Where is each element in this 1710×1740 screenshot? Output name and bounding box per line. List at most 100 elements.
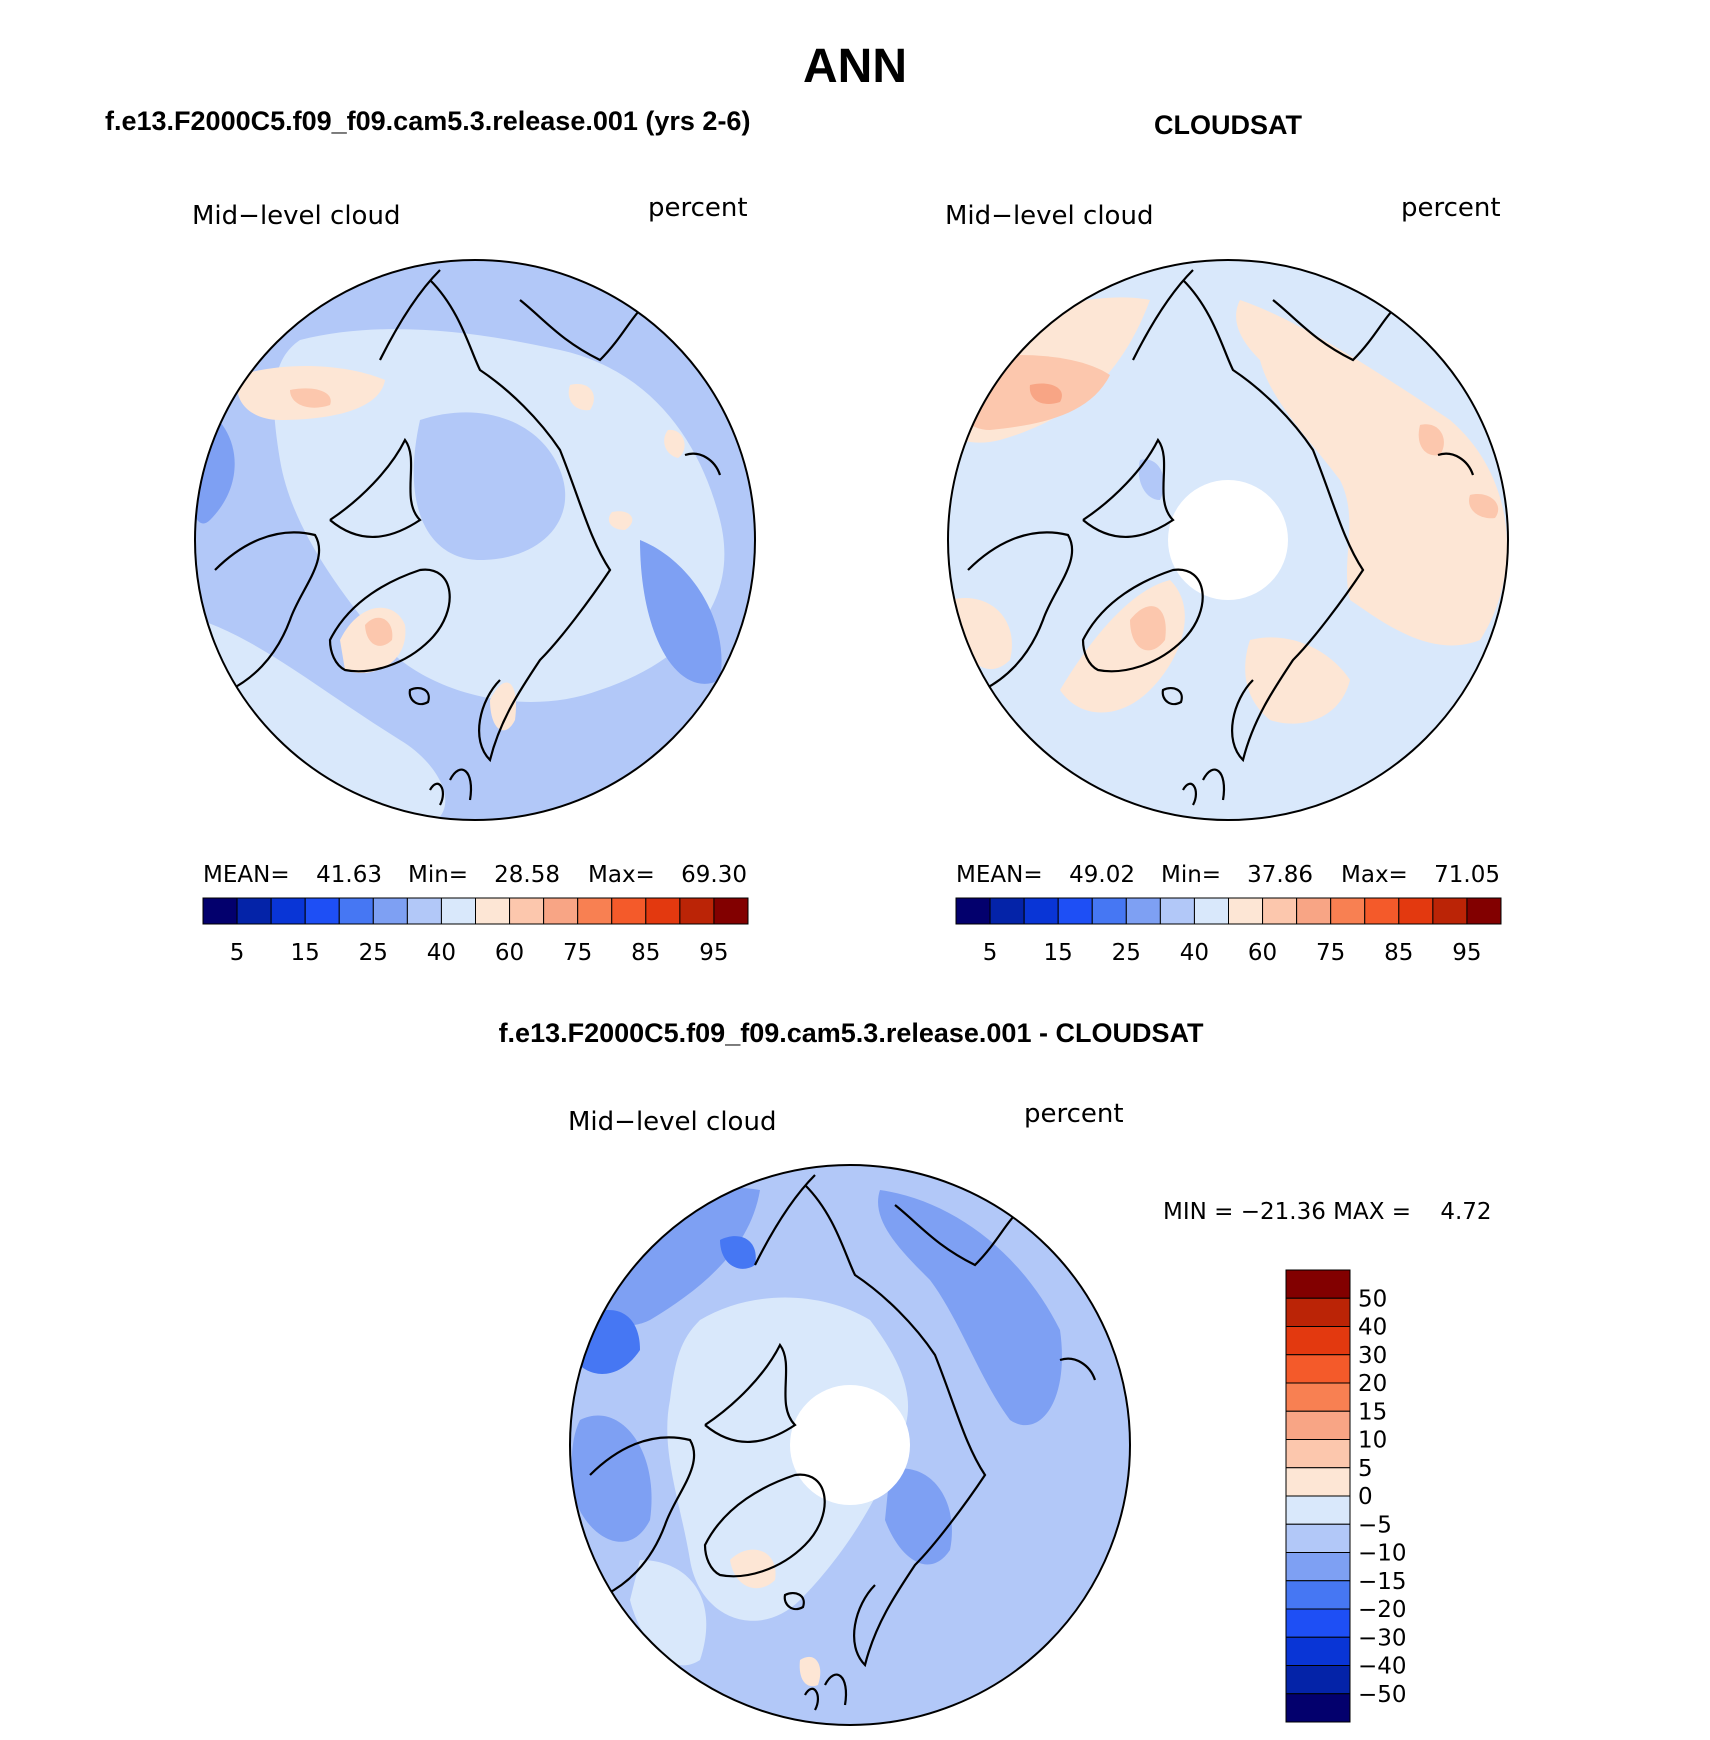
colorbar-swatch [1285, 1580, 1351, 1610]
colorbar-swatch [509, 897, 545, 925]
panel-model-title: f.e13.F2000C5.f09_f09.cam5.3.release.001… [105, 106, 750, 136]
colorbar-tick-label: 10 [1358, 1428, 1387, 1454]
colorbar-swatch [202, 897, 238, 925]
colorbar-swatch [1262, 897, 1298, 925]
coastline [1081, 568, 1204, 673]
map-field-contour [1236, 300, 1508, 646]
coastline [408, 686, 430, 706]
coastline [1272, 299, 1394, 362]
colorbar-tick-label: 95 [699, 940, 728, 966]
colorbar-model: 5 15 25 40 60 75 85 95 [202, 897, 749, 966]
stat-value: 69.30 [681, 862, 747, 888]
map-field-contour [200, 620, 446, 820]
missing-data-hole [1168, 480, 1288, 600]
panel-obs-title: CLOUDSAT [1154, 110, 1302, 140]
panel-diff-min-max: MIN = −21.36 MAX = 4.72 [1163, 1199, 1492, 1225]
panel-model: f.e13.F2000C5.f09_f09.cam5.3.release.001… [105, 106, 756, 966]
map-field-contour [1469, 494, 1499, 519]
colorbar-tick-label: 85 [631, 940, 660, 966]
panel-obs-map [948, 260, 1508, 820]
stat-value: 37.86 [1247, 862, 1313, 888]
stat-value: 41.63 [316, 862, 382, 888]
coastline [1437, 452, 1475, 476]
colorbar-swatch [679, 897, 715, 925]
coastline [329, 437, 422, 539]
coastline [704, 1342, 797, 1444]
map-field-contour [1138, 459, 1164, 500]
stat-label: Max= [588, 862, 655, 888]
colorbar-tick-label: 60 [495, 940, 524, 966]
missing-data-hole [790, 1385, 910, 1505]
coastline [1132, 269, 1365, 763]
coastline [1161, 686, 1183, 706]
colorbar-tick-label: 40 [427, 940, 456, 966]
colorbar-swatch [1023, 897, 1059, 925]
coastline [1059, 1357, 1097, 1381]
map-field-contour [365, 617, 393, 646]
stat-value: 49.02 [1069, 862, 1135, 888]
coastline [519, 299, 641, 362]
colorbar-tick-label: 20 [1358, 1371, 1387, 1397]
panel-model-stats: MEAN= 41.63 Min= 28.58 Max= 69.30 [203, 862, 747, 888]
map-field-contour [950, 598, 1012, 670]
map-field-contour [568, 384, 594, 411]
panel-diff-units: percent [1024, 1099, 1124, 1129]
colorbar-swatch [1285, 1467, 1351, 1497]
colorbar-tick-label: 85 [1384, 940, 1413, 966]
colorbar-tick-label: 95 [1452, 940, 1481, 966]
stat-label: MEAN= [203, 862, 290, 888]
colorbar-tick-label: 5 [1358, 1456, 1373, 1482]
colorbar-swatch [475, 897, 511, 925]
colorbar-obs: 5 15 25 40 60 75 85 95 [955, 897, 1502, 966]
panel-diff: f.e13.F2000C5.f09_f09.cam5.3.release.001… [499, 1018, 1492, 1726]
colorbar-swatch [440, 897, 476, 925]
colorbar-swatch [611, 897, 647, 925]
map-field-contour [885, 1468, 952, 1565]
colorbar-tick-label: 5 [230, 940, 245, 966]
colorbar-tick-label: 40 [1358, 1315, 1387, 1341]
colorbar-tick-label: 15 [291, 940, 320, 966]
colorbar-swatch [1285, 1410, 1351, 1440]
figure-title: ANN [803, 40, 907, 93]
map-field-contour [290, 388, 331, 408]
colorbar-swatch [713, 897, 749, 925]
map-field-contour [664, 429, 685, 458]
map-field-contour [608, 511, 633, 530]
colorbar-swatch [1296, 897, 1332, 925]
colorbar-swatch [989, 897, 1025, 925]
panel-model-variable: Mid−level cloud [192, 201, 400, 231]
colorbar-swatch [645, 897, 681, 925]
colorbar-swatch [406, 897, 442, 925]
colorbar-tick-label: −40 [1358, 1654, 1407, 1680]
colorbar-swatch [1285, 1495, 1351, 1525]
colorbar-tick-label: −50 [1358, 1682, 1407, 1708]
colorbar-tick-label: −10 [1358, 1541, 1407, 1567]
colorbar-swatch [1285, 1523, 1351, 1553]
panel-model-map [195, 260, 755, 820]
colorbar-tick-label: −30 [1358, 1625, 1407, 1651]
stat-label: Max= [1341, 862, 1408, 888]
colorbar-tick-label: 0 [1358, 1484, 1373, 1510]
colorbar-swatch [1125, 897, 1161, 925]
map-field-contour [730, 1549, 776, 1589]
colorbar-tick-label: 40 [1180, 940, 1209, 966]
colorbar-swatch [1285, 1439, 1351, 1469]
coastline [967, 531, 1074, 691]
colorbar-swatch [1057, 897, 1093, 925]
panel-obs-stats: MEAN= 49.02 Min= 37.86 Max= 71.05 [956, 862, 1500, 888]
colorbar-swatch [1432, 897, 1468, 925]
colorbar-swatch [1285, 1693, 1351, 1723]
colorbar-swatch [577, 897, 613, 925]
coastline [1182, 768, 1226, 806]
colorbar-tick-label: −20 [1358, 1597, 1407, 1623]
map-field-contour [667, 1297, 909, 1621]
map-field-contour [571, 1415, 652, 1542]
coastline [1082, 437, 1175, 539]
colorbar-swatch [1193, 897, 1229, 925]
colorbar-swatch [1285, 1326, 1351, 1356]
colorbar-tick-label: 75 [1316, 940, 1345, 966]
colorbar-tick-label: 15 [1044, 940, 1073, 966]
colorbar-swatch [1285, 1354, 1351, 1384]
